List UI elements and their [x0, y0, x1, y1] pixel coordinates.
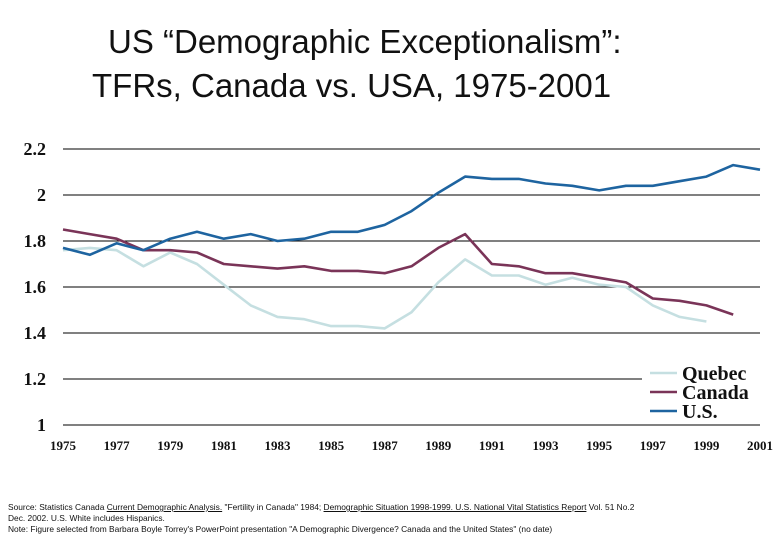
x-axis-ticks: 1975 1977 1979 1981 1983 1985 1987 1989 1991 1993… [50, 438, 773, 453]
series-lines [62, 163, 761, 330]
legend-label-u-s: U.S. [682, 401, 718, 423]
source-mid-1: "Fertility in Canada" 1984; [222, 502, 324, 512]
source-line-2: Dec. 2002. U.S. White includes Hispanics… [8, 513, 165, 523]
y-tick-label: 1.6 [24, 277, 47, 297]
series-line-quebec [62, 246, 707, 330]
tfr-line-chart: 2.221.81.61.41.21 1975 1977 1979 1981 1983 19… [24, 139, 774, 453]
y-axis-ticks: 2.2 2 1.8 1.6 1.4 1.2 1 [24, 139, 47, 435]
x-tick-label: 1983 [264, 438, 291, 453]
x-tick-label: 1991 [479, 438, 505, 453]
series-line-u-s [62, 163, 761, 257]
x-tick-label: 1985 [318, 438, 345, 453]
x-tick-label: 1987 [372, 438, 399, 453]
source-line-1: Source: Statistics Canada Current Demogr… [8, 502, 776, 513]
x-tick-label: 2001 [747, 438, 773, 453]
x-tick-label: 1979 [157, 438, 184, 453]
x-tick-label: 1995 [586, 438, 613, 453]
series-line-canada [62, 228, 734, 316]
y-tick-label: 1.8 [24, 231, 47, 251]
x-tick-label: 1989 [425, 438, 452, 453]
source-note: Source: Statistics Canada Current Demogr… [8, 502, 776, 535]
y-tick-label: 1.4 [24, 323, 47, 343]
y-tick-label: 1 [37, 415, 46, 435]
legend-label-quebec: Quebec [682, 363, 747, 385]
source-prefix: Source: Statistics Canada [8, 502, 107, 512]
source-reference-2: Demographic Situation 1998-1999. [323, 502, 453, 512]
source-reference-1: Current Demographic Analysis. [106, 502, 223, 512]
x-tick-label: 1977 [104, 438, 131, 453]
x-tick-label: 1993 [533, 438, 560, 453]
source-rest-1: Vol. 51 No.2 [586, 502, 635, 512]
x-tick-label: 1981 [211, 438, 237, 453]
title-line-1: US “Demographic Exceptionalism”: [108, 23, 622, 60]
y-tick-label: 2 [37, 185, 46, 205]
x-tick-label: 1975 [50, 438, 77, 453]
y-tick-label: 1.2 [24, 369, 47, 389]
legend-label-canada: Canada [682, 382, 749, 404]
x-tick-label: 1997 [640, 438, 667, 453]
source-line-3: Note: Figure selected from Barbara Boyle… [8, 524, 553, 534]
title-line-2: TFRs, Canada vs. USA, 1975-2001 [92, 67, 612, 104]
source-reference-3: U.S. National Vital Statistics Report [452, 502, 587, 512]
x-tick-label: 1999 [693, 438, 720, 453]
y-tick-label: 2.2 [24, 139, 47, 159]
